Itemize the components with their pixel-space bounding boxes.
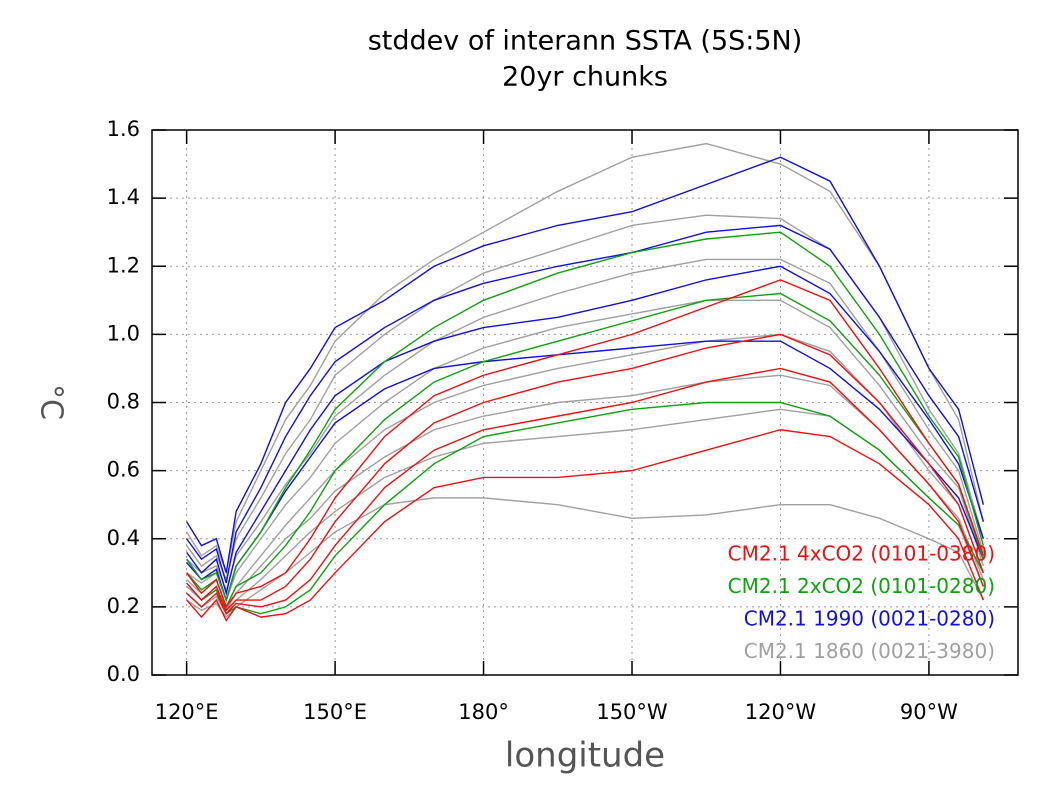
series-line	[186, 214, 985, 582]
x-tick-label: 120°E	[155, 700, 219, 724]
series-line	[186, 429, 985, 622]
y-tick-label: 1.2	[107, 253, 140, 277]
y-tick-label: 0.4	[107, 526, 140, 550]
series-line	[186, 231, 985, 603]
x-tick-label: 180°	[458, 700, 509, 724]
series-line	[186, 279, 985, 609]
legend-entry: CM2.1 4xCO2 (0101-0380)	[728, 542, 995, 566]
series-line	[186, 333, 985, 612]
x-tick-label: 150°E	[303, 700, 367, 724]
chart-subtitle: 20yr chunks	[502, 62, 668, 93]
series-line	[186, 367, 985, 615]
legend-entry: CM2.1 2xCO2 (0101-0280)	[728, 574, 995, 598]
series-line	[186, 374, 985, 612]
y-tick-label: 1.0	[107, 321, 140, 345]
x-tick-label: 150°W	[596, 700, 668, 724]
series-line	[186, 497, 984, 619]
y-tick-label: 1.6	[107, 117, 140, 141]
x-tick-label: 90°W	[900, 700, 958, 724]
y-tick-label: 0.2	[107, 594, 140, 618]
series-line	[186, 265, 985, 596]
y-tick-label: 0.8	[107, 390, 140, 414]
series-line	[186, 401, 984, 615]
y-axis-label: °C	[34, 384, 69, 420]
x-axis-label: longitude	[505, 736, 665, 776]
plot-frame	[151, 129, 1019, 676]
series-line	[186, 292, 985, 609]
legend-entry: CM2.1 1860 (0021-3980)	[744, 639, 995, 663]
y-tick-label: 1.4	[107, 185, 140, 209]
y-tick-label: 0.0	[107, 662, 140, 686]
legend-entry: CM2.1 1990 (0021-0280)	[744, 607, 995, 631]
series-line	[186, 156, 985, 574]
series-line	[186, 224, 985, 584]
x-tick-label: 120°W	[745, 700, 817, 724]
y-tick-label: 0.6	[107, 458, 140, 482]
chart-title: stddev of interann SSTA (5S:5N)	[368, 26, 803, 57]
